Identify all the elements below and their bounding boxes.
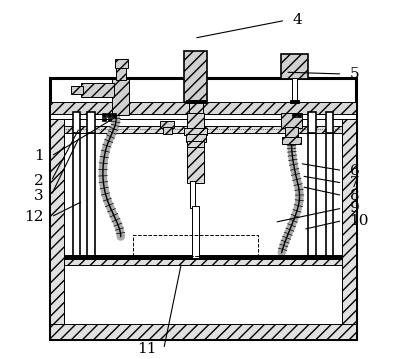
Text: 5: 5	[349, 67, 358, 81]
Bar	[64, 258, 341, 265]
Bar	[291, 78, 296, 102]
Text: 9: 9	[349, 201, 358, 215]
Bar	[133, 235, 258, 256]
Bar	[50, 113, 64, 323]
Bar	[281, 136, 301, 144]
Text: 12: 12	[24, 210, 44, 224]
Bar	[187, 113, 204, 183]
Bar	[50, 78, 355, 339]
Text: 6: 6	[349, 163, 358, 177]
Bar	[325, 132, 333, 259]
Text: 7: 7	[349, 176, 358, 190]
Bar	[107, 118, 111, 121]
Bar	[50, 102, 355, 115]
Text: 3: 3	[34, 188, 44, 202]
Bar	[112, 113, 115, 117]
Bar	[308, 112, 315, 133]
Bar	[50, 115, 355, 119]
Bar	[285, 126, 297, 137]
Bar	[308, 132, 315, 259]
Bar	[70, 86, 83, 94]
Bar	[188, 101, 202, 113]
Bar	[189, 181, 195, 208]
Text: 1: 1	[34, 149, 44, 163]
Text: 10: 10	[349, 214, 368, 228]
Bar	[185, 101, 205, 103]
Bar	[102, 118, 105, 121]
Bar	[64, 255, 341, 259]
Bar	[116, 67, 126, 80]
Text: 8: 8	[349, 188, 358, 202]
Bar	[64, 126, 341, 133]
Bar	[115, 59, 127, 68]
Bar	[290, 100, 298, 103]
Bar	[296, 113, 300, 117]
Bar	[185, 134, 205, 142]
Bar	[162, 126, 171, 134]
Bar	[81, 83, 113, 97]
Text: 2: 2	[34, 174, 44, 188]
Bar	[111, 79, 129, 115]
Bar	[72, 132, 80, 259]
Bar	[87, 132, 94, 259]
Bar	[184, 51, 207, 102]
Bar	[187, 141, 204, 147]
Text: 4: 4	[292, 13, 301, 27]
Bar	[192, 206, 199, 258]
Bar	[72, 112, 80, 133]
Bar	[341, 113, 355, 323]
Bar	[325, 112, 333, 133]
Text: 11: 11	[136, 342, 156, 356]
Bar	[87, 112, 94, 133]
Bar	[107, 113, 111, 117]
Bar	[50, 323, 355, 339]
Bar	[280, 54, 307, 79]
Bar	[280, 113, 302, 127]
Bar	[102, 113, 105, 117]
Bar	[184, 128, 207, 135]
Bar	[160, 121, 174, 127]
Bar	[292, 113, 295, 117]
